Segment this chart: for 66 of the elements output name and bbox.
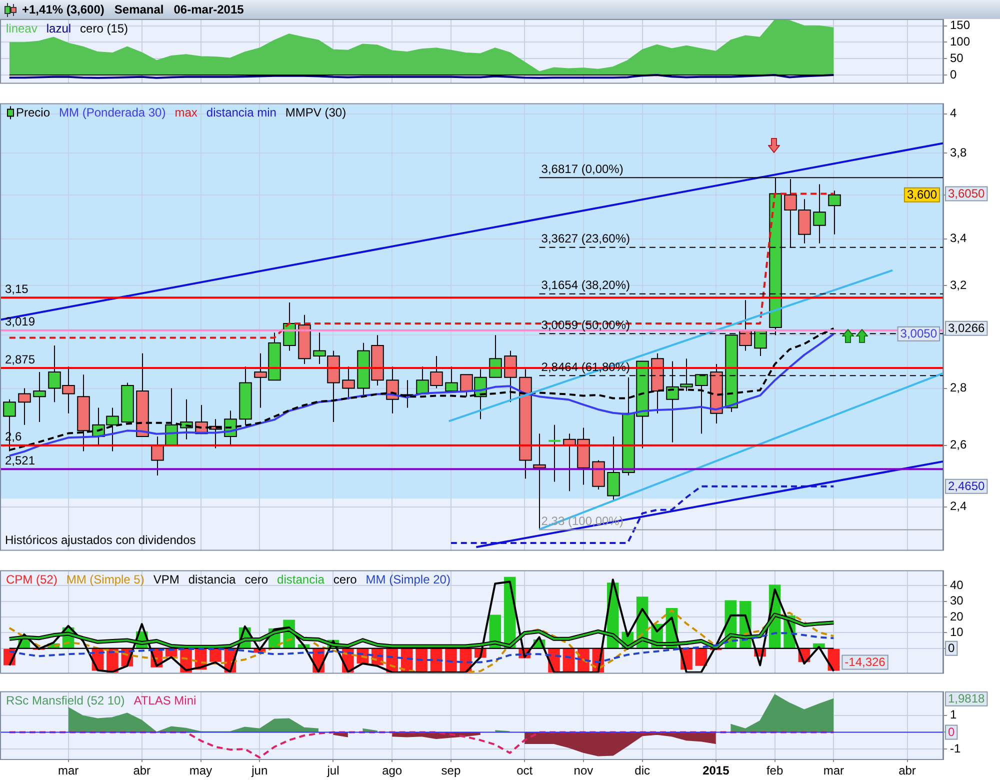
annotation: 1,9818 [948,692,986,706]
text: max [174,106,198,120]
y-tick-label: 4 [950,106,957,120]
text: VPM [153,572,180,587]
y-tick-label: 0 [950,67,957,82]
text: cero (15) [80,21,128,36]
x-tick-label: mar [58,764,79,778]
x-tick-label: feb [766,764,784,778]
y-tick-label: 3,4 [950,231,968,246]
x-tick-label: abr [898,764,916,778]
text: distancia min [206,106,276,120]
text: cero [333,572,358,587]
ref-line-label: 3,019 [5,314,36,329]
text: cero [244,572,268,587]
x-tick-label: nov [574,764,594,778]
series-label: 3,3627 (23,60%) [541,232,630,246]
annotation: 2,4650 [948,479,986,494]
y-tick-label: 20 [950,609,964,624]
text: distancia [188,572,236,587]
x-tick-label: 2015 [702,764,730,778]
text: MM (Ponderada 30) [59,106,166,120]
annotation: -14,326 [844,655,886,670]
y-tick-label: 2,8 [950,380,968,395]
y-tick-label: -1 [950,741,961,756]
x-tick-label: oct [516,764,534,778]
x-tick-label: jun [250,764,268,778]
y-tick-label: 100 [950,34,970,49]
text: lazul [46,21,72,36]
x-tick-label: dic [634,764,650,778]
series-label: 3,6817 (0,00%) [541,162,624,176]
y-tick-label: 3,8 [950,146,968,160]
ref-line-label: 3,15 [5,282,29,296]
x-tick-label: may [189,764,212,778]
series-label: 3,1654 (38,20%) [541,278,630,292]
legend-label: Precio [16,106,50,120]
y-tick-label: 3,2 [950,278,968,292]
annotation: 3,6050 [948,186,986,201]
y-tick-label: 40 [950,578,964,592]
series-label: 3,0059 (50,00%) [541,318,630,332]
ref-line-label: 2,521 [5,453,36,468]
chart-title: +1,41% (3,600) Semanal 06-mar-2015 [22,2,244,16]
text: MM (Simple 5) [66,572,144,587]
text: CPM (52) [6,572,58,587]
text: MM (Simple 20) [366,572,450,587]
annotation: Históricos ajustados con dividendos [5,533,196,548]
series-label: lineav [6,21,38,36]
y-tick-label: 1 [950,708,957,722]
annotation: 3,0266 [948,321,986,336]
x-tick-label: mar [823,764,844,778]
y-tick-label: 10 [950,624,964,639]
text: ATLAS Mini [134,694,196,708]
y-tick-label: 150 [950,18,970,32]
x-tick-label: abr [133,764,151,778]
x-tick-label: ago [382,764,402,778]
x-tick-label: jul [326,764,340,778]
y-tick-label: 2,6 [950,438,968,452]
x-tick-label: sep [441,764,461,778]
y-tick-label: 30 [950,594,964,608]
annotation: 3,600 [906,188,938,202]
y-tick-label: 2,4 [950,499,968,514]
ref-line-label: 2,875 [5,352,36,366]
text: distancia [277,572,325,587]
text: MMPV (30) [285,106,346,120]
y-tick-label: 50 [950,50,964,65]
annotation: 3,0050 [900,326,938,341]
series-label: RSc Mansfield (52 10) [6,694,125,708]
